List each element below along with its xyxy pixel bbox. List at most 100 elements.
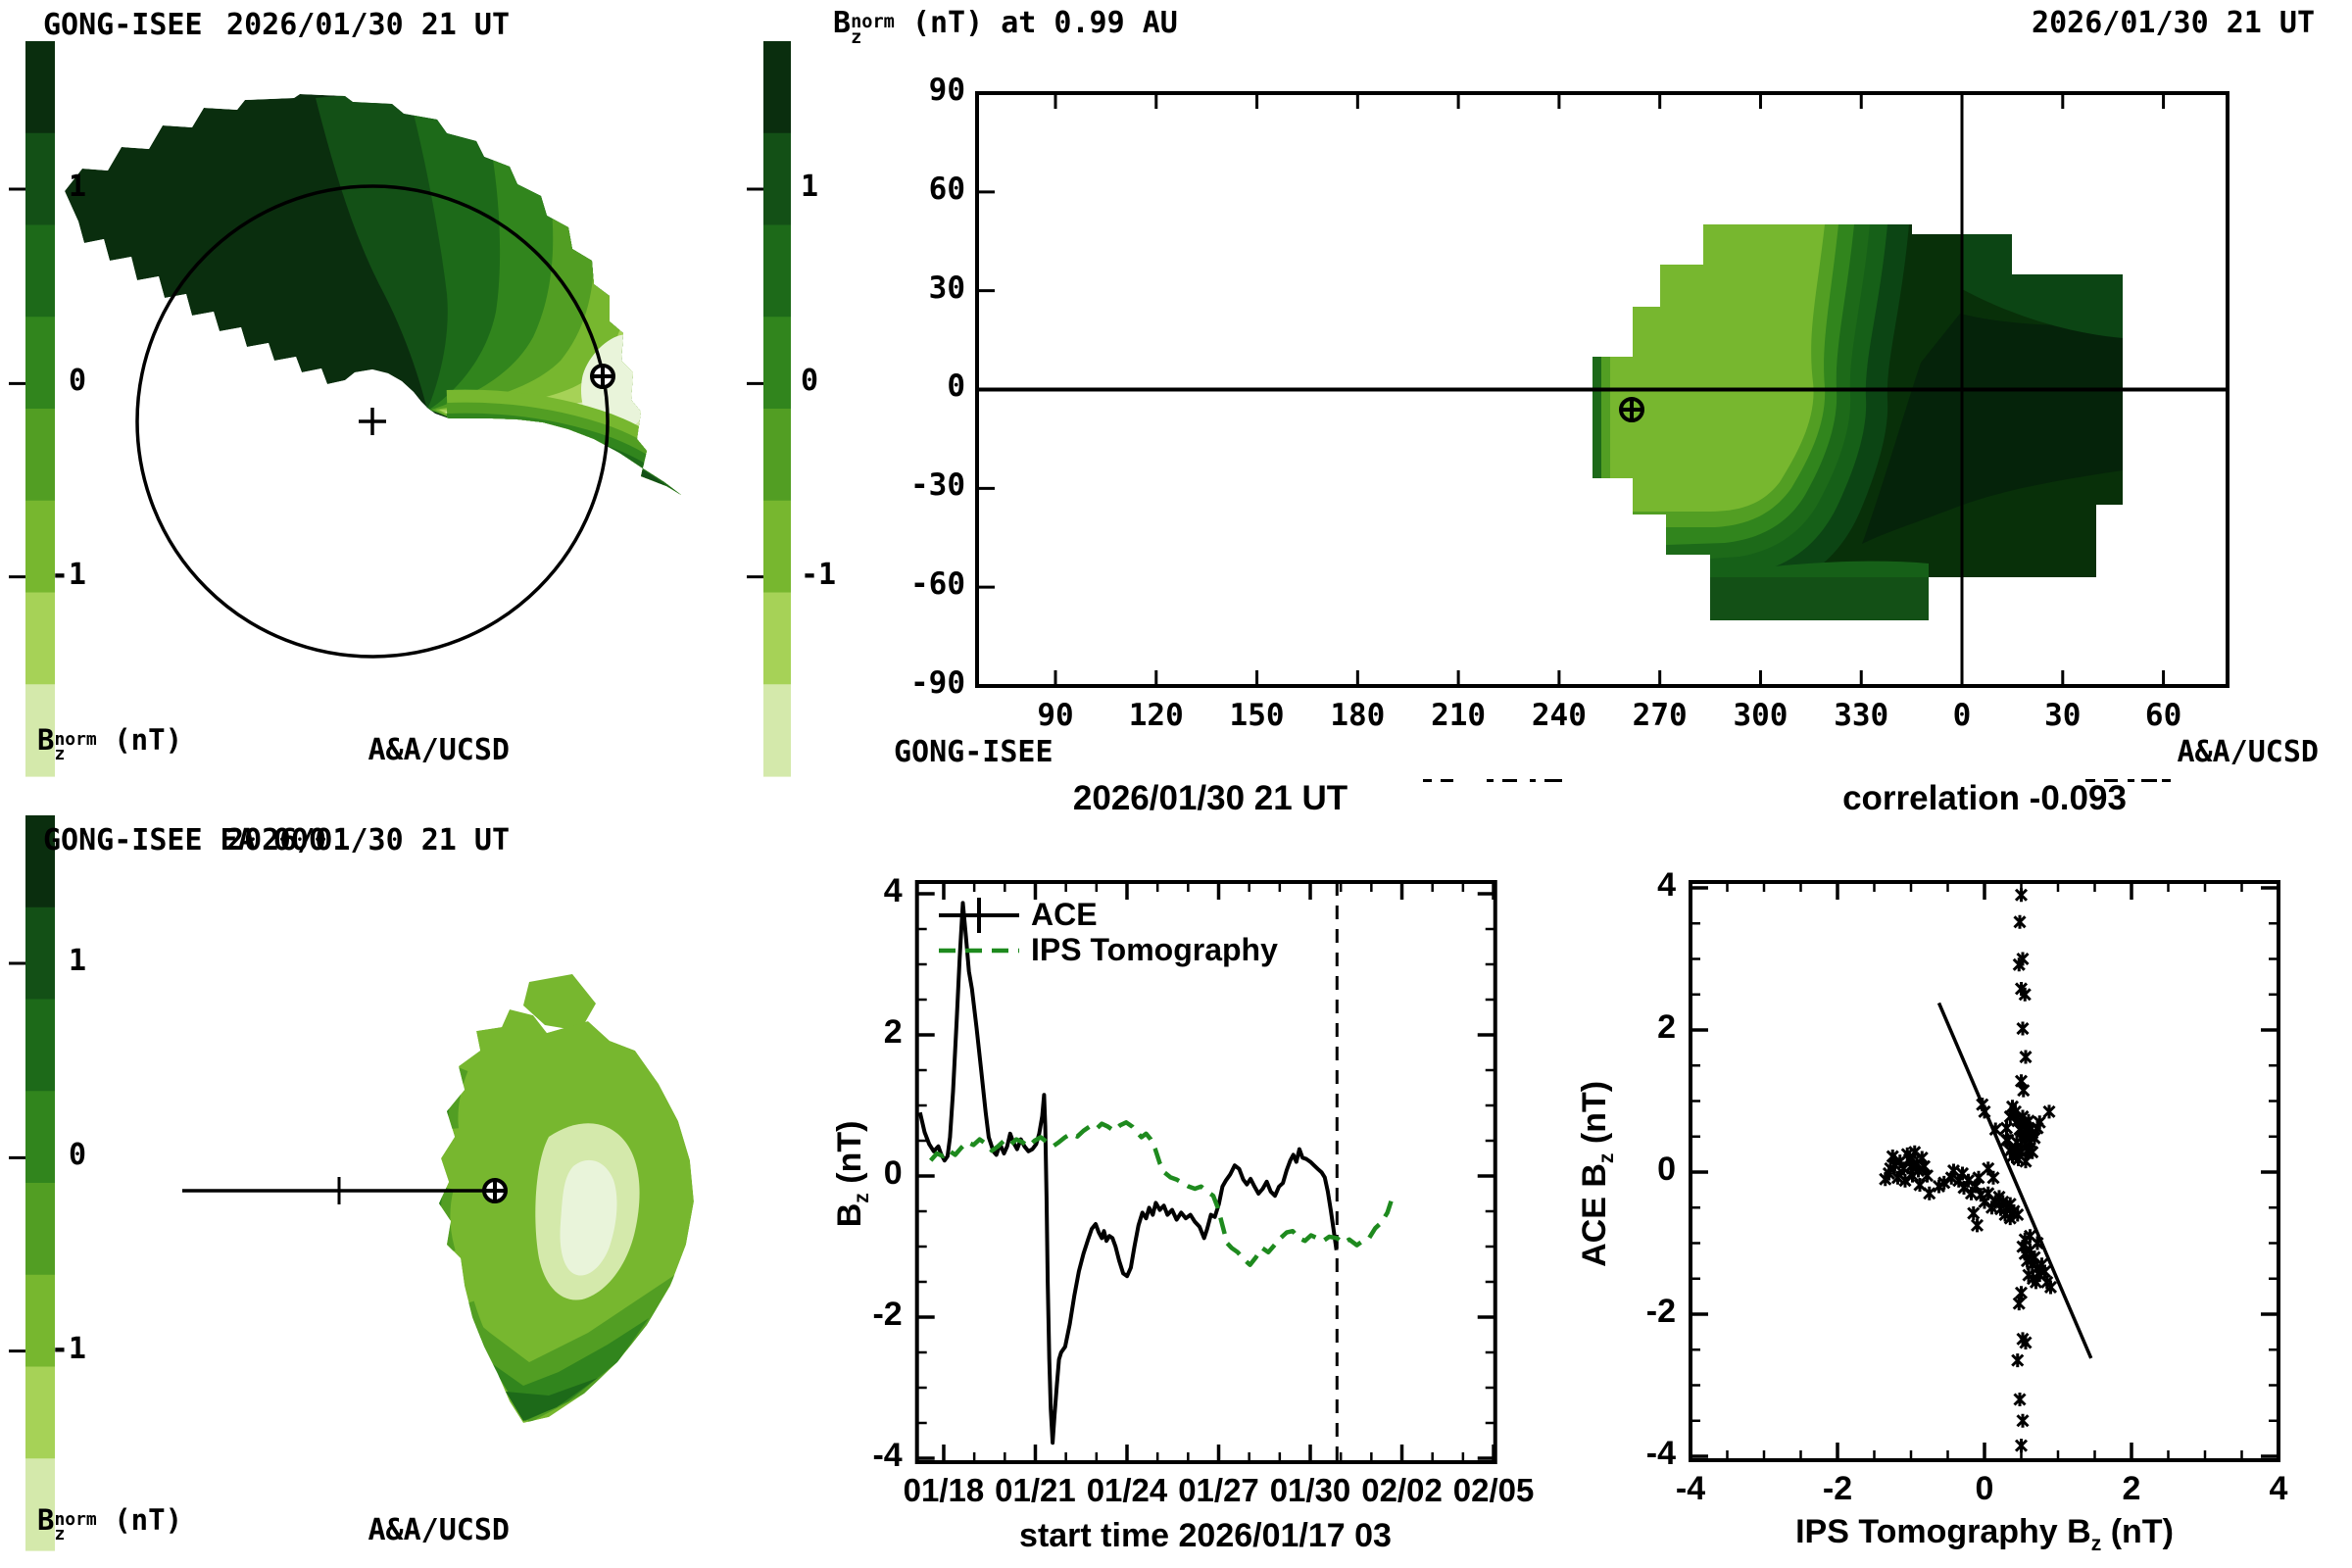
- colorbar-tick-label: 0: [68, 1138, 86, 1173]
- sc-x-tick-label: 2: [2122, 1470, 2141, 1507]
- ts-x-tick-label: 01/27: [1178, 1472, 1259, 1508]
- map-credit: A&A/UCSD: [2177, 735, 2320, 769]
- earth-orbit-circle: [135, 184, 610, 659]
- map-lon-tick-label: 270: [1632, 698, 1688, 733]
- bz-base: B: [37, 723, 55, 757]
- clipped-text-artifact: [1423, 779, 2171, 782]
- map-lat-tick-label: 60: [928, 171, 965, 207]
- map-lon-tick-label: 120: [1128, 698, 1184, 733]
- fisheye-ea-plot: [182, 974, 694, 1423]
- sc-y-tick-label: 4: [1657, 866, 1676, 904]
- map-earth-marker: [1619, 397, 1644, 422]
- sc-x-tick-label: 4: [2269, 1470, 2288, 1507]
- colorbar-map: [747, 41, 791, 777]
- map-lon-tick-label: 210: [1431, 698, 1487, 733]
- bz-unit: (nT): [96, 1503, 183, 1537]
- map-lon-tick-label: 240: [1531, 698, 1587, 733]
- legend-ace-label: ACE: [1031, 897, 1098, 932]
- map-lon-tick-label: 330: [1834, 698, 1889, 733]
- fisheye-ea-datetime: 2026/01/30 21 UT: [226, 823, 510, 858]
- fisheye-ea-credit: A&A/UCSD: [368, 1513, 511, 1547]
- map-lon-tick-label: 180: [1330, 698, 1386, 733]
- ts-x-tick-label: 01/30: [1269, 1472, 1351, 1508]
- ea-earth-marker: [482, 1178, 508, 1203]
- map-lon-tick-label: 60: [2144, 698, 2182, 733]
- sc-x-tick-label: 0: [1975, 1470, 1994, 1507]
- ts-x-tick-label: 02/05: [1452, 1472, 1535, 1508]
- sc-y-tick-label: 2: [1657, 1008, 1676, 1046]
- sc-y-tick-label: -4: [1645, 1435, 1676, 1472]
- timeseries-title: 2026/01/30 21 UT: [1072, 779, 1348, 817]
- colorbar-tick-label: 1: [801, 169, 819, 204]
- colorbar-tick-label: 1: [68, 169, 86, 204]
- bz-unit: (nT): [894, 6, 984, 40]
- bz-sub: z: [850, 1193, 873, 1203]
- map-lon-tick-label: 90: [1037, 698, 1074, 733]
- ts-y-tick-label: -2: [872, 1296, 903, 1333]
- bz-sup: norm: [851, 11, 895, 32]
- map-lon-tick-label: 150: [1229, 698, 1285, 733]
- colorbar-tick-label: -1: [801, 557, 837, 592]
- colorbar-fisheye-ea: [9, 815, 55, 1551]
- ts-x-tick-label: 02/02: [1361, 1472, 1443, 1508]
- colorbar-tick-label: 0: [801, 364, 819, 399]
- map-lat-tick-label: 90: [928, 73, 965, 108]
- earth-marker: [590, 364, 615, 389]
- map-lon-tick-label: 30: [2044, 698, 2082, 733]
- ts-y-tick-label: -4: [872, 1437, 903, 1474]
- bz-base: B: [37, 1503, 55, 1537]
- map-lat-tick-label: -60: [910, 566, 965, 603]
- colorbar-tick-label: 1: [68, 943, 86, 978]
- bz-sub: z: [54, 1524, 66, 1545]
- fisheye-ea-title: GONG-ISEE EA 000: [43, 823, 326, 858]
- sc-y-tick-label: -2: [1645, 1293, 1676, 1330]
- fisheye-credit: A&A/UCSD: [368, 733, 511, 767]
- ts-y-tick-label: 2: [883, 1013, 903, 1051]
- ts-x-tick-label: 01/21: [995, 1472, 1076, 1508]
- map-source: GONG-ISEE: [894, 735, 1054, 769]
- map-lat-tick-label: 0: [947, 368, 965, 405]
- sc-x-tick-label: -2: [1822, 1470, 1853, 1507]
- ts-y-tick-label: 4: [883, 872, 903, 909]
- colorbar-fisheye: [9, 41, 55, 777]
- map-lat-tick-label: -30: [910, 467, 965, 504]
- bz-base: B: [831, 1202, 869, 1228]
- colorbar-tick-label: 0: [68, 364, 86, 399]
- timeseries-xlabel: start time 2026/01/17 03: [1019, 1517, 1392, 1554]
- bz-base: B: [833, 6, 852, 40]
- sun-marker: [359, 408, 386, 435]
- bz-unit: (nT): [96, 723, 183, 757]
- bz-sub: z: [851, 26, 862, 48]
- sc-y-tick-label: 0: [1657, 1151, 1676, 1188]
- map-lat-tick-label: -90: [910, 664, 965, 701]
- carrington-map-plot: [975, 91, 2230, 688]
- ts-y-tick-label: 0: [883, 1154, 903, 1192]
- scatter-title: correlation -0.093: [1842, 779, 2127, 817]
- ts-x-tick-label: 01/24: [1086, 1472, 1168, 1508]
- scatter-plot: [1689, 880, 2280, 1462]
- map-title-suffix: at 0.99 AU: [983, 6, 1178, 40]
- timeseries-plot: [914, 880, 1497, 1464]
- colorbar-tick-label: -1: [50, 1331, 86, 1366]
- bz-sup: norm: [54, 728, 97, 750]
- map-datetime: 2026/01/30 21 UT: [2032, 6, 2315, 40]
- bz-sub: z: [54, 744, 66, 765]
- fisheye-datetime: 2026/01/30 21 UT: [226, 8, 510, 42]
- bz-sup: norm: [54, 1508, 97, 1530]
- sc-x-tick-label: -4: [1675, 1470, 1706, 1507]
- map-ticks: [977, 91, 2166, 688]
- ts-x-tick-label: 01/18: [903, 1472, 985, 1508]
- scatter-xlabel: IPS Tomography Bz (nT): [1795, 1513, 2174, 1555]
- colorbar-tick-label: -1: [50, 557, 86, 592]
- map-lon-tick-label: 0: [1952, 698, 1972, 733]
- map-lat-tick-label: 30: [928, 270, 965, 306]
- fisheye-sky-plot: [65, 94, 681, 659]
- fisheye-title: GONG-ISEE: [43, 8, 203, 42]
- map-lon-tick-label: 300: [1733, 698, 1788, 733]
- legend-ips-label: IPS Tomography: [1031, 932, 1278, 967]
